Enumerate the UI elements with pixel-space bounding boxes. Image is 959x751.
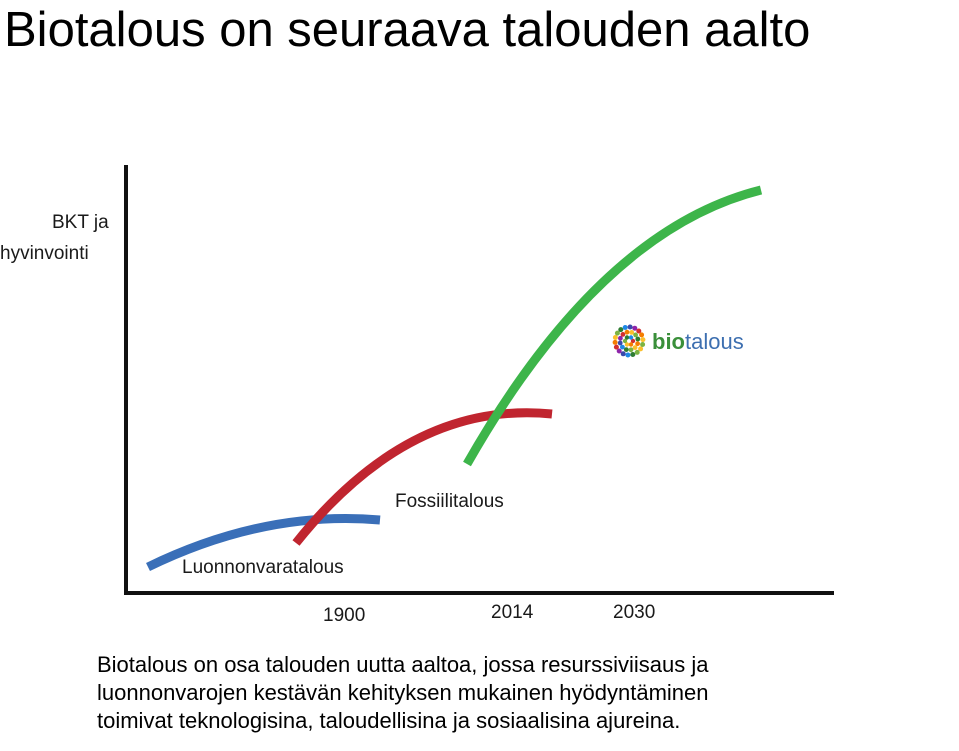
logo-dot xyxy=(632,345,638,350)
logo-dot xyxy=(616,348,622,354)
caption-line-1: Biotalous on osa talouden uutta aaltoa, … xyxy=(97,652,709,677)
logo-dot xyxy=(620,351,626,357)
caption-line-2: luonnonvarojen kestävän kehityksen mukai… xyxy=(97,680,709,705)
logo-dot xyxy=(628,342,634,347)
logo-text-suffix: talous xyxy=(685,329,744,354)
caption-line-3: toimivat teknologisina, taloudellisina j… xyxy=(97,708,681,733)
tick-label-1900: 1900 xyxy=(323,605,365,626)
logo-dot xyxy=(635,336,641,342)
logo-dot xyxy=(612,339,618,345)
logo-dot xyxy=(614,330,620,336)
fossiilitalous-label: Fossiilitalous xyxy=(395,491,504,512)
slide-title: Biotalous on seuraava talouden aalto xyxy=(4,3,811,57)
caption: Biotalous on osa talouden uutta aaltoa, … xyxy=(97,651,947,735)
logo-dot xyxy=(624,342,630,347)
tick-label-2014: 2014 xyxy=(491,602,534,623)
economy-waves-diagram: BKT ja hyvinvointi Luonnonvaratalous Fos… xyxy=(0,165,834,626)
logo-dot xyxy=(635,341,640,347)
logo-dot xyxy=(618,327,624,333)
logo-dot xyxy=(640,337,646,343)
logo-dot xyxy=(624,335,630,340)
logo-dot xyxy=(632,325,638,331)
tick-label-2030: 2030 xyxy=(613,602,655,623)
biotalous-logo: biotalous xyxy=(612,324,744,358)
biotalous-logo-icon xyxy=(612,324,646,358)
logo-dot xyxy=(638,346,644,352)
logo-dot xyxy=(625,352,631,358)
logo-dot xyxy=(618,335,623,341)
logo-dot xyxy=(633,332,638,338)
logo-dot xyxy=(628,347,634,353)
logo-dot xyxy=(622,325,628,330)
logo-dot xyxy=(628,335,634,340)
logo-dot xyxy=(627,324,633,330)
luonnonvaratalous-label: Luonnonvaratalous xyxy=(182,557,344,578)
logo-dot xyxy=(630,352,636,357)
logo-text-prefix: bio xyxy=(652,329,685,354)
y-axis-label-line2: hyvinvointi xyxy=(0,243,89,264)
logo-dot xyxy=(612,335,618,340)
logo-dot xyxy=(630,338,636,344)
logo-dot xyxy=(620,332,626,337)
logo-dot xyxy=(624,329,630,335)
y-axis-label-line1: BKT ja xyxy=(52,212,109,233)
logo-dot xyxy=(639,332,645,338)
logo-dot xyxy=(636,328,642,334)
logo-dot xyxy=(623,347,629,352)
biotalous-curve xyxy=(463,185,763,467)
biotalous-logo-text: biotalous xyxy=(652,329,744,354)
logo-dot xyxy=(634,349,640,355)
fossiilitalous-curve xyxy=(292,408,553,546)
logo-dot xyxy=(613,344,619,350)
luonnonvaratalous-curve xyxy=(146,514,381,572)
logo-dot xyxy=(622,338,628,344)
logo-dot xyxy=(640,342,646,347)
logo-dot xyxy=(629,330,635,335)
logo-dot xyxy=(617,340,623,346)
logo-dot xyxy=(620,344,625,350)
